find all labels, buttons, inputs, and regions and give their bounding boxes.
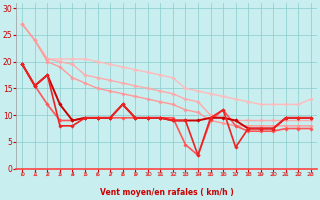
X-axis label: Vent moyen/en rafales ( km/h ): Vent moyen/en rafales ( km/h )	[100, 188, 234, 197]
